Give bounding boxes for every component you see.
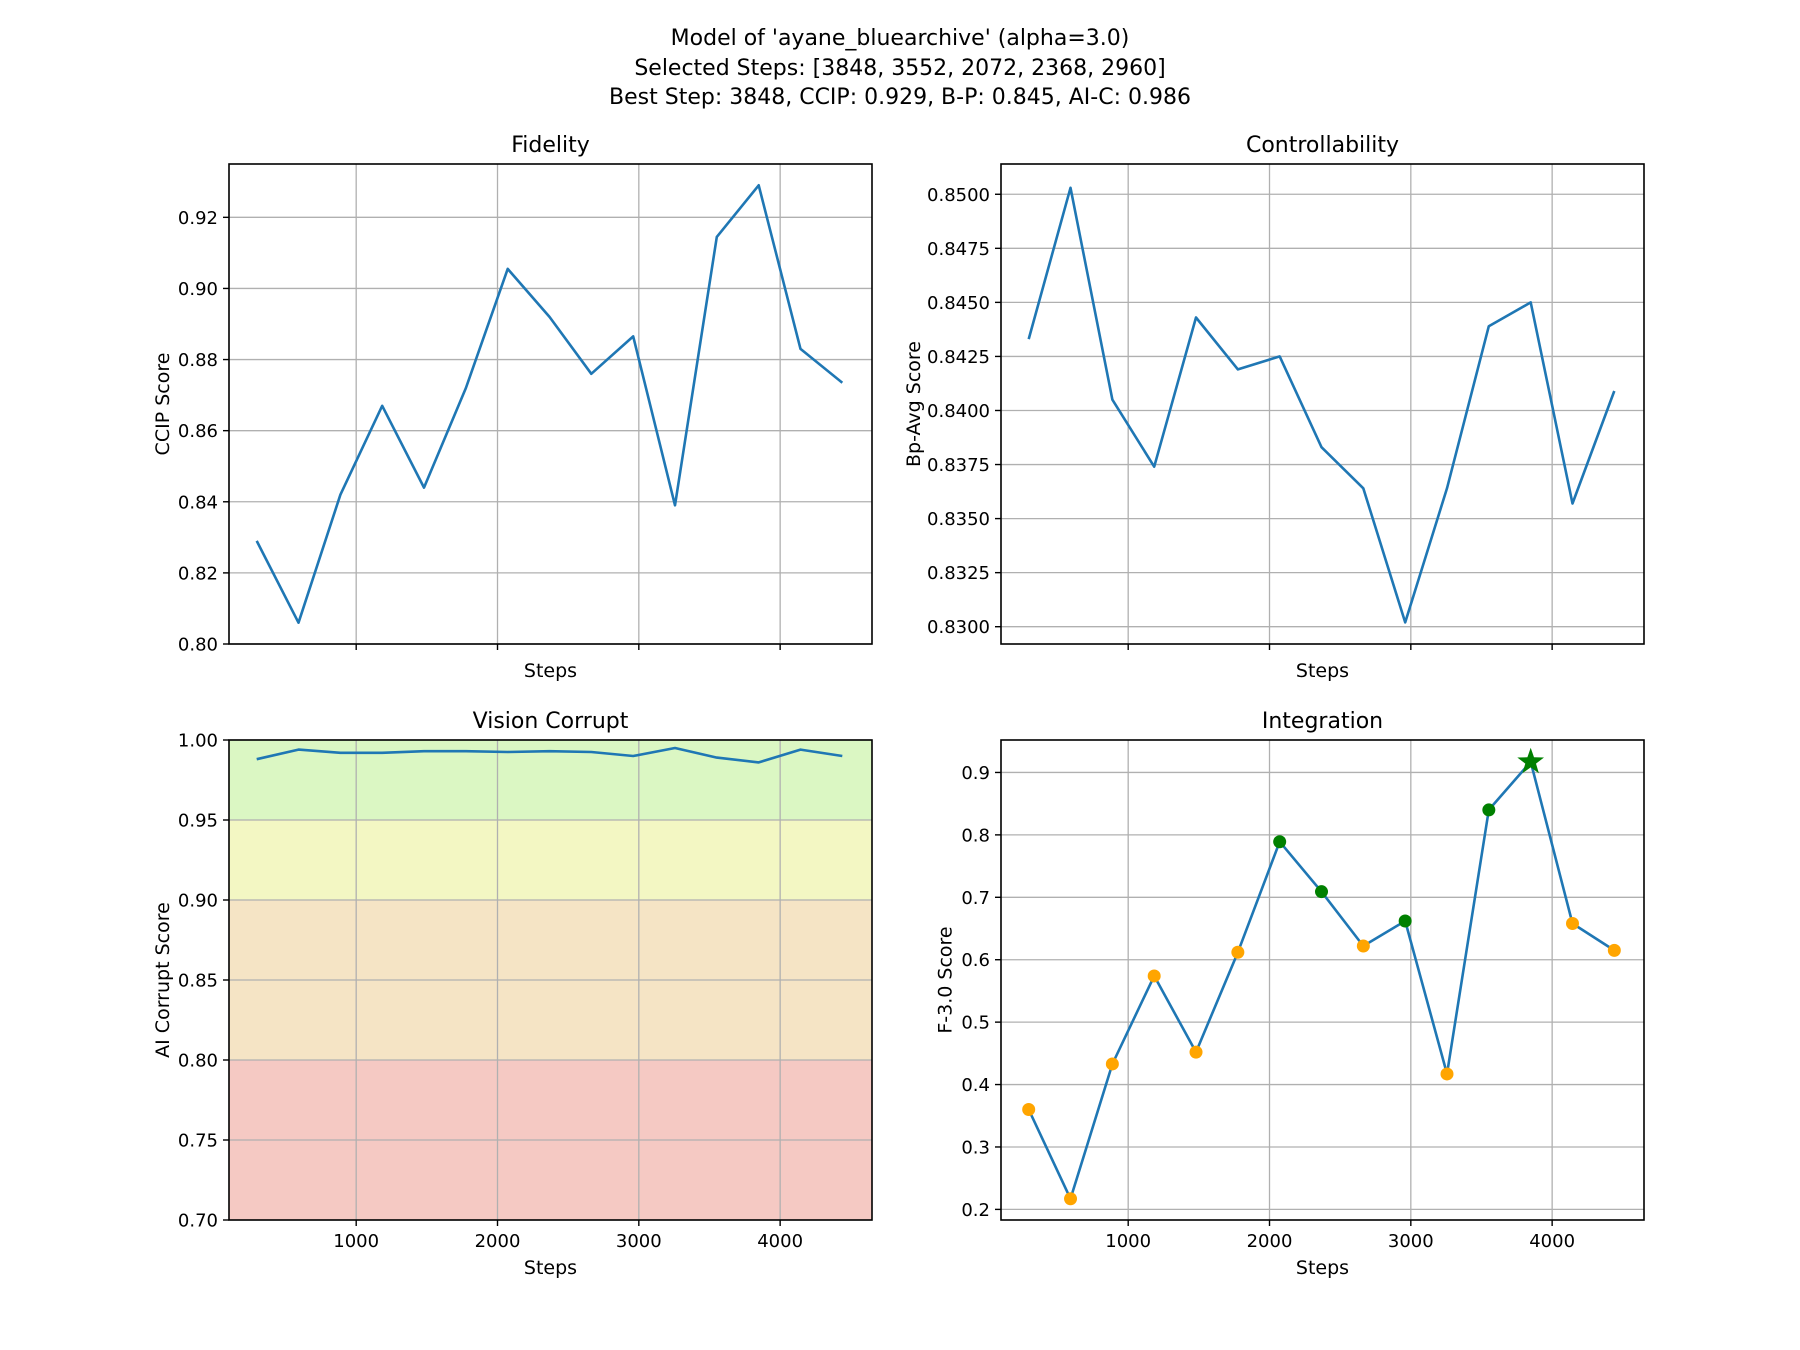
y-tick-label: 0.86 <box>178 421 218 442</box>
y-axis-label: F-3.0 Score <box>935 926 957 1033</box>
subplot-title: Controllability <box>1246 133 1399 158</box>
step-point <box>1607 943 1621 957</box>
x-tick-label: 1000 <box>333 1231 379 1252</box>
series-line <box>256 746 843 764</box>
y-tick-label: 0.75 <box>178 1131 218 1152</box>
x-tick-label: 3000 <box>616 1231 662 1252</box>
x-tick-label: 4000 <box>1529 1231 1575 1252</box>
x-axis-label: Steps <box>524 1257 577 1279</box>
y-tick-label: 0.3 <box>961 1137 990 1158</box>
subplot-title: Fidelity <box>511 133 590 158</box>
step-point <box>1565 917 1579 931</box>
figure-title-line-2: Selected Steps: [3848, 3552, 2072, 2368,… <box>634 56 1165 81</box>
step-point <box>1231 945 1245 959</box>
best-step-star <box>1517 747 1544 774</box>
y-tick-label: 0.8500 <box>927 185 990 206</box>
y-tick-label: 0.85 <box>178 971 218 992</box>
axes-frame <box>228 163 873 645</box>
selected-step-point <box>1398 914 1412 928</box>
x-tick-label: 3000 <box>1388 1231 1434 1252</box>
y-tick-label: 0.8475 <box>927 239 990 260</box>
step-point <box>1147 969 1161 983</box>
y-tick-label: 0.8300 <box>927 617 990 638</box>
x-tick-label: 4000 <box>757 1231 803 1252</box>
figure-title-line-3: Best Step: 3848, CCIP: 0.929, B-P: 0.845… <box>609 85 1191 110</box>
series-line <box>1027 186 1616 624</box>
y-tick-label: 1.00 <box>178 731 218 752</box>
y-tick-label: 0.90 <box>178 279 218 300</box>
selected-step-point <box>1315 885 1329 899</box>
y-tick-label: 0.8375 <box>927 455 990 476</box>
y-axis-label: CCIP Score <box>152 353 174 456</box>
y-tick-label: 0.90 <box>178 891 218 912</box>
subplot-title: Vision Corrupt <box>473 709 629 734</box>
y-tick-label: 0.7 <box>961 888 990 909</box>
score-band-1 <box>229 820 872 900</box>
subplot-title: Integration <box>1262 709 1383 734</box>
x-axis-label: Steps <box>1296 660 1349 682</box>
y-tick-label: 0.4 <box>961 1075 990 1096</box>
x-tick-label: 1000 <box>1105 1231 1151 1252</box>
selected-step-point <box>1273 835 1287 849</box>
x-axis-label: Steps <box>1296 1257 1349 1279</box>
figure-title-line-1: Model of 'ayane_bluearchive' (alpha=3.0) <box>671 26 1130 51</box>
step-point <box>1440 1067 1454 1081</box>
step-point <box>1105 1057 1119 1071</box>
y-tick-label: 0.92 <box>178 208 218 229</box>
y-tick-label: 0.6 <box>961 950 990 971</box>
step-point <box>1189 1045 1203 1059</box>
x-tick-label: 2000 <box>475 1231 521 1252</box>
y-tick-label: 0.84 <box>178 492 218 513</box>
y-tick-label: 0.80 <box>178 635 218 656</box>
y-tick-label: 0.82 <box>178 563 218 584</box>
step-point <box>1022 1103 1036 1117</box>
y-tick-label: 0.88 <box>178 350 218 371</box>
controllability-subplot: 0.8300 0.8325 0.8350 0.8375 0.8400 0.8425 0.84… <box>903 133 1645 682</box>
step-point <box>1356 939 1370 953</box>
y-tick-label: 0.80 <box>178 1051 218 1072</box>
y-tick-label: 0.8325 <box>927 563 990 584</box>
x-tick-label: 2000 <box>1247 1231 1293 1252</box>
y-tick-label: 0.5 <box>961 1013 990 1034</box>
y-tick-label: 0.8425 <box>927 347 990 368</box>
step-point <box>1064 1192 1078 1206</box>
series-line <box>255 184 844 625</box>
y-tick-label: 0.9 <box>961 763 990 784</box>
y-tick-label: 0.8350 <box>927 509 990 530</box>
integration-subplot: 1000 2000 3000 4000 0.2 0.3 0.4 0.5 0.6 0.7 0.8 0.9… <box>935 709 1645 1279</box>
y-tick-label: 0.70 <box>178 1211 218 1232</box>
y-tick-label: 0.8400 <box>927 401 990 422</box>
y-axis-label: AI Corrupt Score <box>152 902 174 1058</box>
y-tick-label: 0.95 <box>178 811 218 832</box>
y-tick-label: 0.8 <box>961 825 990 846</box>
fidelity-subplot: 0.80 0.82 0.84 0.86 0.88 0.90 0.92 Fidelity Step… <box>152 133 873 682</box>
axes-frame <box>1000 163 1645 645</box>
y-axis-label: Bp-Avg Score <box>903 341 925 467</box>
y-tick-label: 0.8450 <box>927 293 990 314</box>
axes-frame <box>1000 739 1645 1221</box>
selected-step-point <box>1482 803 1496 817</box>
vision-corrupt-subplot: 1000 2000 3000 4000 0.70 0.75 0.80 0.85 0.90 0.95… <box>152 709 873 1279</box>
x-axis-label: Steps <box>524 660 577 682</box>
y-tick-label: 0.2 <box>961 1200 990 1221</box>
